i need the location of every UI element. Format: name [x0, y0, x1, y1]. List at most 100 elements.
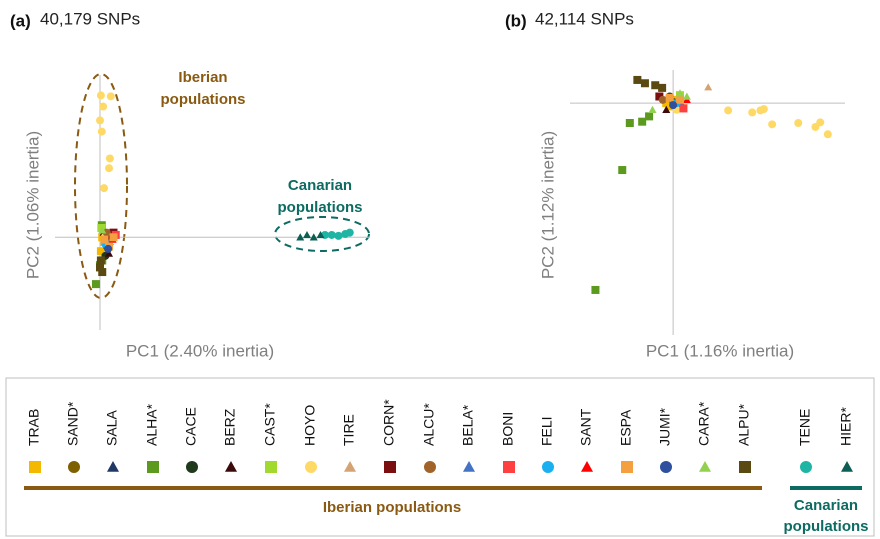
point — [96, 263, 104, 272]
point — [96, 247, 105, 256]
canarian-group-label: populations — [784, 518, 869, 535]
legend-marker — [542, 461, 554, 473]
legend-label: CACE — [183, 407, 199, 446]
legend-label: TRAB — [26, 409, 42, 446]
legend-label: BERZ — [222, 408, 238, 446]
point — [98, 226, 107, 234]
legend-marker — [305, 461, 317, 473]
point — [96, 91, 105, 100]
point — [679, 104, 688, 113]
point — [676, 89, 684, 97]
point — [98, 268, 107, 277]
legend-marker — [225, 461, 237, 472]
point — [96, 256, 105, 265]
legend-marker — [503, 461, 515, 473]
point — [658, 83, 667, 92]
x-axis-label: PC1 (2.40% inertia) — [126, 341, 274, 360]
point — [658, 95, 667, 104]
legend-label: ESPA — [618, 409, 634, 446]
legend-label: TENE — [797, 409, 813, 446]
legend-marker — [68, 461, 80, 473]
annotation: Canarian — [288, 177, 352, 194]
legend-marker — [660, 461, 672, 473]
legend-label: SAND* — [65, 401, 81, 446]
point — [102, 228, 111, 237]
point — [345, 228, 354, 237]
point — [591, 285, 600, 294]
point — [648, 105, 657, 113]
legend-label: HIER* — [838, 407, 854, 446]
legend-marker — [265, 461, 277, 473]
legend-marker — [384, 461, 396, 473]
point — [823, 130, 832, 139]
iberian-ellipse — [74, 73, 128, 299]
legend-marker — [739, 461, 751, 473]
point — [759, 105, 768, 114]
point — [109, 233, 118, 242]
point — [748, 108, 757, 117]
annotation: populations — [161, 91, 246, 108]
point — [665, 93, 674, 102]
point — [645, 112, 654, 121]
legend-label: JUMI* — [657, 407, 673, 446]
legend-label: ALHA* — [144, 403, 160, 446]
y-axis-label: PC2 (1.06% inertia) — [23, 131, 42, 279]
point — [704, 83, 713, 91]
y-axis-label: PC2 (1.12% inertia) — [538, 131, 557, 279]
point — [669, 101, 678, 110]
point — [105, 154, 114, 163]
iberian-group-label: Iberian populations — [323, 499, 461, 516]
point — [105, 233, 113, 242]
point — [296, 233, 305, 241]
legend-label: CARA* — [696, 401, 712, 446]
panel-label: (b) — [505, 11, 527, 30]
legend-marker — [424, 461, 436, 473]
legend-label: ALPU* — [736, 403, 752, 446]
point — [640, 79, 649, 88]
point — [724, 106, 733, 115]
point — [96, 116, 104, 125]
legend-label: CAST* — [262, 403, 278, 446]
legend-label: ALCU* — [421, 403, 437, 446]
point — [327, 230, 336, 239]
canarian-group-label: Canarian — [794, 497, 858, 514]
point — [662, 105, 671, 113]
point — [100, 184, 109, 193]
chart-title: 42,114 SNPs — [535, 9, 634, 28]
point — [106, 92, 115, 101]
point — [682, 92, 691, 100]
annotation: populations — [278, 199, 363, 216]
point — [794, 119, 803, 127]
legend-label: BONI — [500, 412, 516, 446]
point — [625, 119, 634, 127]
point — [303, 230, 311, 239]
canarian-ellipse — [274, 216, 370, 252]
point — [655, 92, 664, 101]
point — [638, 117, 647, 126]
legend-marker — [581, 461, 593, 472]
point — [768, 120, 777, 129]
point — [316, 230, 325, 239]
point — [99, 102, 108, 111]
legend-marker — [29, 461, 41, 473]
legend-marker — [344, 461, 356, 472]
point — [633, 75, 642, 84]
annotation: Iberian — [178, 69, 227, 86]
legend-marker — [699, 461, 711, 472]
point — [100, 235, 109, 244]
legend-marker — [621, 461, 633, 473]
legend-marker — [186, 461, 198, 473]
legend-marker — [107, 461, 119, 472]
point — [651, 81, 660, 90]
point — [91, 280, 100, 289]
legend-label: BELA* — [460, 404, 476, 446]
point — [97, 127, 106, 136]
legend-label: TIRE — [341, 414, 357, 446]
point — [309, 233, 318, 241]
panel-label: (a) — [10, 11, 31, 30]
legend-label: FELI — [539, 416, 555, 446]
legend-marker — [147, 461, 159, 473]
point — [105, 164, 113, 173]
legend-frame — [5, 377, 875, 537]
